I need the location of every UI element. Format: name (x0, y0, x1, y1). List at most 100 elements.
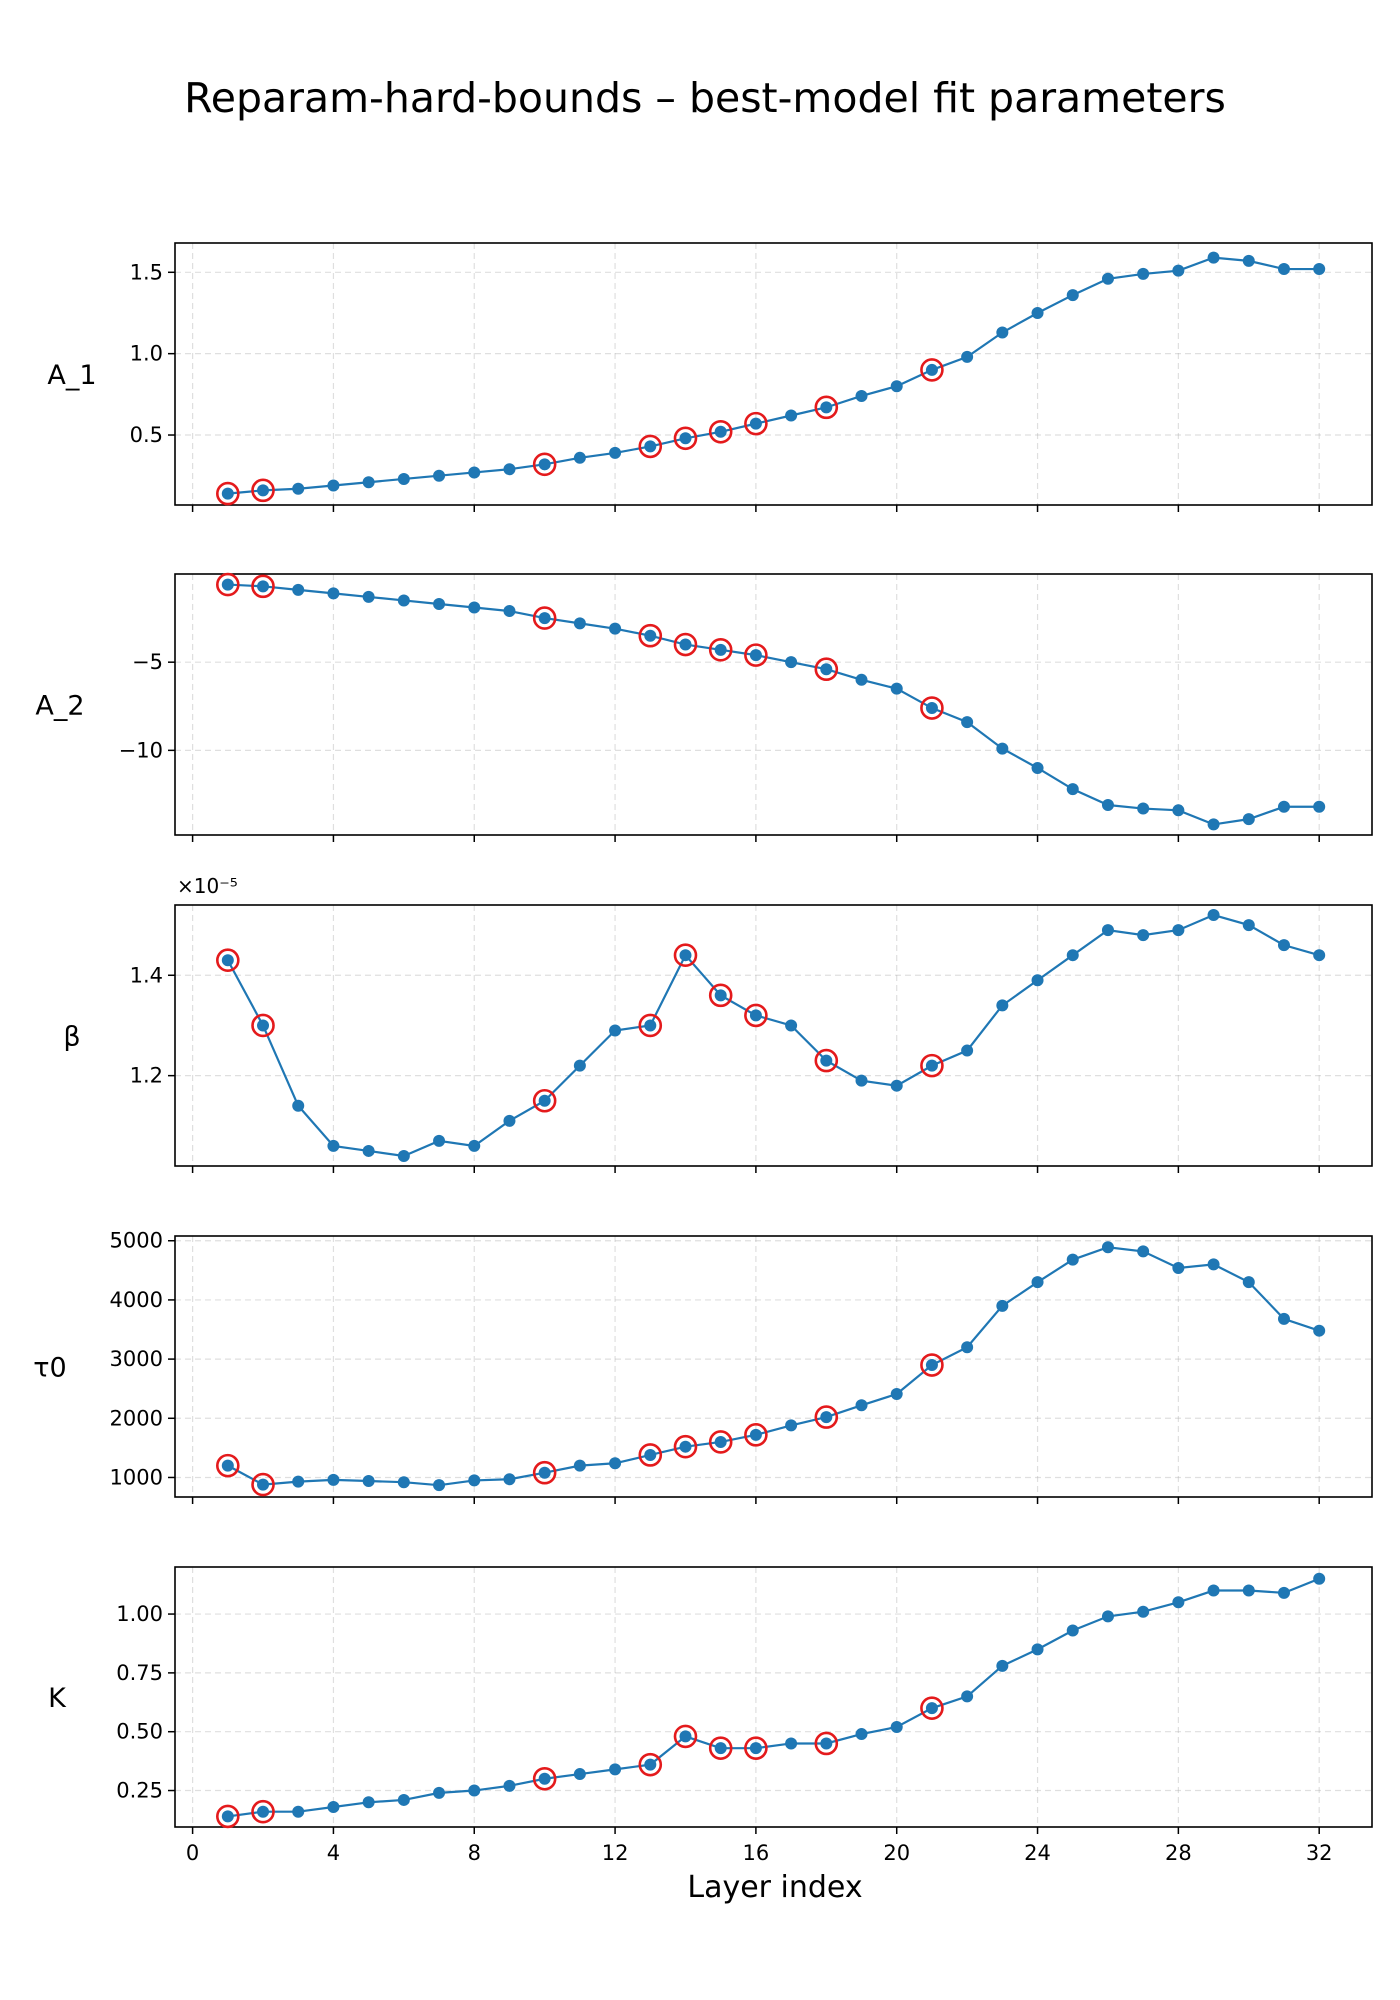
data-point (1137, 802, 1150, 815)
highlight-ring (673, 943, 698, 967)
data-point (573, 1768, 586, 1781)
data-point (749, 1742, 762, 1755)
data-point (257, 1478, 270, 1491)
data-point (890, 1079, 903, 1092)
data-point (1031, 306, 1044, 319)
data-point (538, 1772, 551, 1785)
data-point (785, 656, 798, 669)
data-point (644, 1448, 657, 1461)
series-line (226, 913, 1320, 1158)
data-point (1207, 251, 1220, 264)
data-point (327, 1139, 340, 1152)
data-point (573, 451, 586, 464)
x-tick-label: 20 (883, 1841, 910, 1865)
highlight-ring (638, 1752, 663, 1777)
y-axis-label: β (63, 1022, 80, 1053)
x-tick-label: 32 (1306, 1841, 1333, 1865)
data-point (1313, 263, 1326, 276)
data-point (362, 1144, 375, 1157)
panel-frame (174, 1235, 1373, 1498)
data-point (714, 643, 727, 656)
data-point (644, 1758, 657, 1771)
data-point (257, 580, 270, 593)
y-tick-label: 0.25 (116, 1779, 163, 1803)
data-point (468, 601, 481, 614)
panel-2: 1.2 1.4 β ×10⁻⁵ (63, 874, 1373, 1173)
data-point (820, 1054, 833, 1067)
data-point (221, 578, 234, 591)
y-tick-label: 1.2 (130, 1064, 163, 1088)
highlight-ring (216, 1804, 240, 1829)
panels: 0.5 1.0 1.5 A_1 −5 −10 A_2 1.2 1.4 β ×10⁻⁵ 1000 2000… (33, 242, 1373, 1834)
data-point (714, 1742, 727, 1755)
data-point (1242, 813, 1255, 826)
data-point (820, 1737, 833, 1750)
highlight-ring (814, 1405, 839, 1429)
data-point (1313, 1572, 1326, 1585)
data-point (679, 432, 692, 445)
data-point (1277, 263, 1290, 276)
highlight-ring (814, 657, 839, 682)
data-point (1101, 799, 1114, 812)
data-point (538, 612, 551, 625)
data-point (1172, 804, 1185, 817)
data-point (925, 1702, 938, 1715)
highlight-ring (673, 1724, 698, 1749)
panel-frame (174, 242, 1373, 506)
x-tick-label: 0 (186, 1841, 199, 1865)
data-point (1172, 1261, 1185, 1274)
data-point (327, 587, 340, 600)
data-point (1031, 974, 1044, 987)
highlight-ring (744, 643, 768, 667)
data-point (433, 597, 446, 610)
data-point (538, 458, 551, 471)
data-point (1031, 761, 1044, 774)
highlight-ring (673, 426, 698, 451)
data-point (785, 1737, 798, 1750)
data-point (1066, 783, 1079, 796)
data-point (573, 1459, 586, 1472)
data-point (468, 1784, 481, 1797)
data-point (362, 1475, 375, 1488)
data-point (644, 629, 657, 642)
data-point (327, 479, 340, 492)
data-point (749, 649, 762, 662)
data-point (961, 1690, 974, 1703)
data-point (397, 1793, 410, 1806)
highlight-ring (216, 481, 240, 506)
data-point (292, 482, 305, 495)
data-point (855, 1728, 868, 1741)
data-point (785, 409, 798, 422)
data-point (609, 1763, 622, 1776)
data-point (749, 1009, 762, 1022)
chart-title: Reparam-hard-bounds – best-model fit par… (184, 74, 1226, 122)
data-point (1137, 1245, 1150, 1258)
data-point (468, 1139, 481, 1152)
data-point (961, 350, 974, 363)
highlight-ring (920, 1696, 944, 1720)
data-point (679, 949, 692, 962)
data-point (257, 1805, 270, 1818)
data-point (1242, 254, 1255, 267)
data-point (221, 1459, 234, 1472)
data-point (679, 638, 692, 651)
data-point (855, 1399, 868, 1412)
y-tick-label: 2000 (110, 1406, 163, 1430)
highlight-ring (920, 358, 944, 382)
data-point (257, 484, 270, 497)
data-point (1313, 949, 1326, 962)
data-point (433, 1134, 446, 1147)
y-offset-label: ×10⁻⁵ (177, 874, 238, 898)
data-point (890, 1388, 903, 1401)
data-point (362, 1796, 375, 1809)
data-point (362, 590, 375, 603)
data-point (609, 1457, 622, 1470)
data-point (1066, 1624, 1079, 1637)
data-point (1066, 1253, 1079, 1266)
data-point (573, 1059, 586, 1072)
data-point (609, 622, 622, 635)
data-point (749, 417, 762, 430)
highlight-ring (638, 623, 663, 648)
y-tick-label: 1.0 (130, 342, 163, 366)
data-point (1277, 1312, 1290, 1325)
